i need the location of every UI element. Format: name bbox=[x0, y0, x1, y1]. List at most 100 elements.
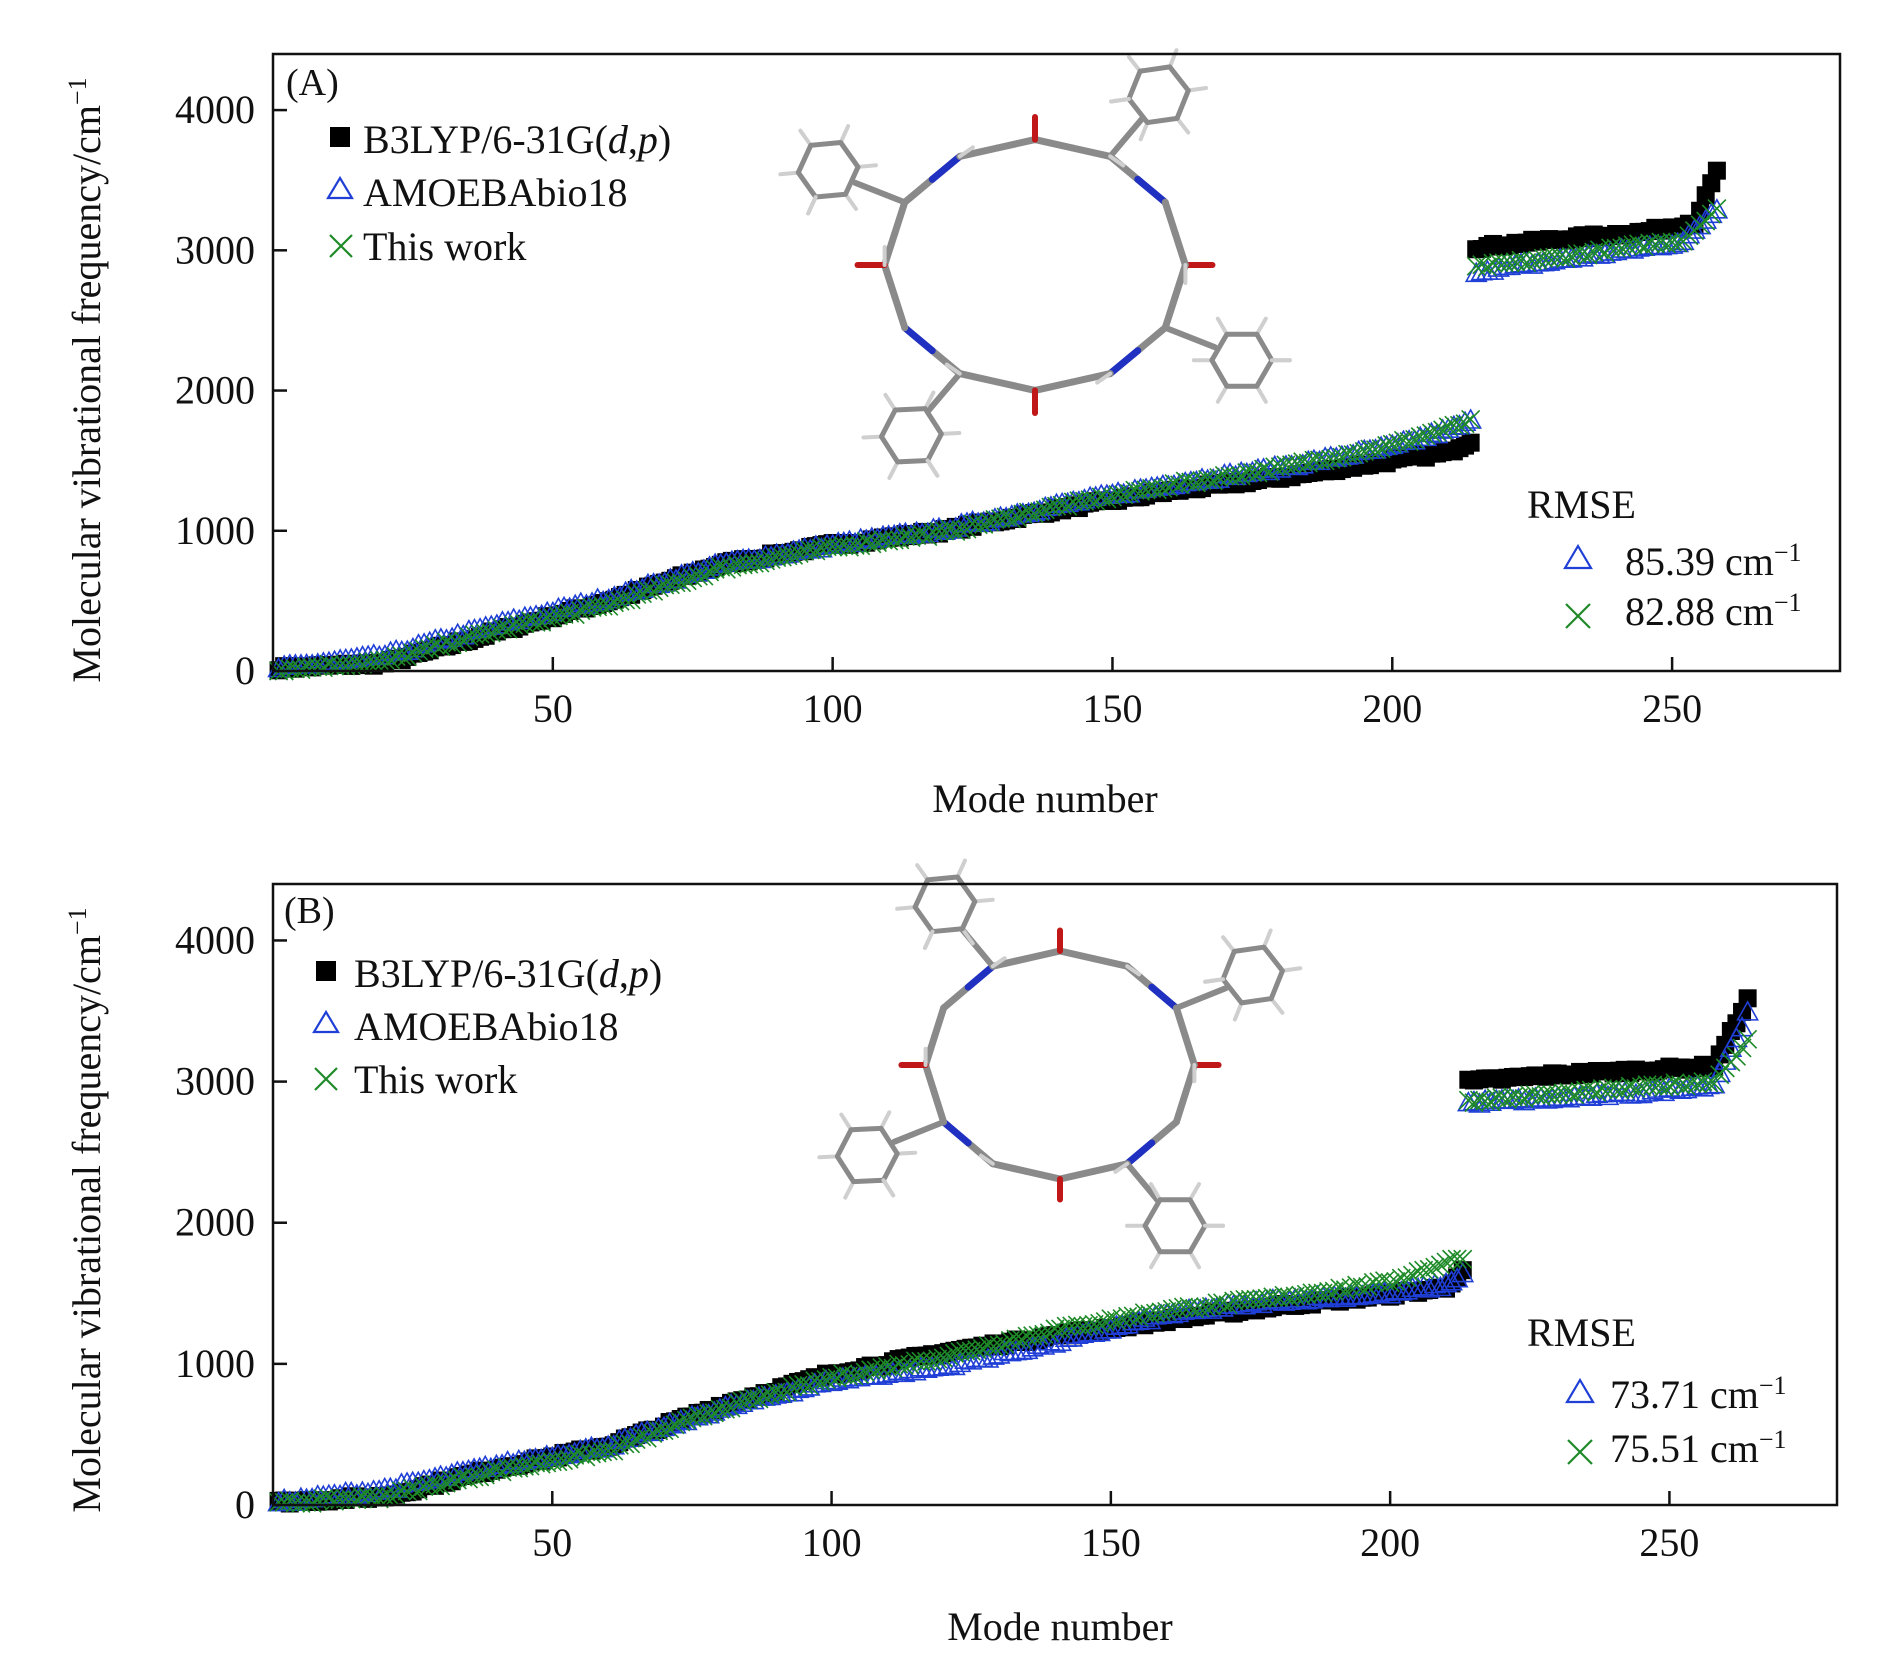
marker-cross bbox=[849, 1364, 870, 1385]
marker-triangle bbox=[1708, 1061, 1732, 1083]
marker-cross bbox=[693, 1406, 713, 1426]
marker-cross bbox=[514, 1456, 534, 1476]
panel-a-x-tick-label: 150 bbox=[1082, 686, 1142, 731]
bond bbox=[1254, 384, 1268, 404]
marker-cross bbox=[995, 1334, 1015, 1354]
marker-cross bbox=[1643, 1075, 1663, 1095]
marker-triangle bbox=[1699, 202, 1723, 224]
bond bbox=[956, 370, 1001, 386]
marker-cross bbox=[699, 562, 720, 582]
marker-cross bbox=[1455, 414, 1475, 434]
legend-b-ref-label: B3LYP/6-31G(d,p) bbox=[354, 951, 662, 996]
marker-triangle bbox=[1730, 1016, 1754, 1037]
bond bbox=[879, 1110, 892, 1131]
legend-b-thiswork-marker bbox=[314, 1067, 338, 1091]
marker-cross bbox=[1170, 475, 1190, 495]
marker-cross bbox=[1186, 473, 1206, 493]
marker-cross bbox=[1447, 1249, 1467, 1269]
marker-cross bbox=[620, 1434, 641, 1454]
marker-cross bbox=[1226, 466, 1246, 486]
marker-cross bbox=[1291, 1285, 1311, 1305]
marker-cross bbox=[1461, 409, 1481, 429]
bond bbox=[993, 136, 1039, 152]
bond bbox=[1162, 324, 1218, 351]
panel-b-series-thiswork bbox=[269, 1029, 1758, 1513]
molecule-b-sticks bbox=[817, 858, 1303, 1270]
bond bbox=[892, 406, 928, 413]
marker-cross bbox=[638, 580, 658, 600]
marker-cross bbox=[687, 1406, 708, 1426]
legend-b-amoeba-marker bbox=[312, 1009, 340, 1034]
panel-b-ylabel: Molecular vibrational frequency/cm−1 bbox=[63, 907, 109, 1512]
bond bbox=[1188, 1182, 1202, 1202]
marker-cross bbox=[1028, 1325, 1048, 1345]
bond bbox=[978, 1153, 995, 1166]
marker-cross bbox=[431, 1476, 451, 1496]
bond bbox=[878, 1125, 900, 1157]
bond bbox=[1269, 996, 1285, 1015]
marker-cross bbox=[1380, 1273, 1400, 1293]
marker-cross bbox=[1052, 495, 1072, 515]
marker-cross bbox=[961, 1341, 981, 1361]
marker-cross bbox=[732, 1391, 752, 1411]
panel-a-x-tick-label: 50 bbox=[533, 686, 573, 731]
marker-triangle bbox=[1429, 1275, 1452, 1297]
bond bbox=[834, 1127, 854, 1159]
panel-b-y-tick-label: 1000 bbox=[175, 1341, 255, 1386]
marker-cross bbox=[1726, 1046, 1747, 1066]
bond bbox=[1215, 316, 1229, 337]
panel-b-y-ticks: 0 1000 2000 3000 4000 bbox=[175, 917, 287, 1527]
marker-cross bbox=[425, 635, 445, 655]
bond bbox=[1220, 948, 1237, 982]
marker-cross bbox=[308, 657, 328, 677]
marker-cross bbox=[1254, 459, 1274, 479]
bond bbox=[843, 1179, 856, 1200]
bond bbox=[1167, 64, 1191, 94]
marker-cross bbox=[1382, 434, 1402, 454]
marker-cross bbox=[1365, 440, 1386, 460]
panel-b-xlabel: Mode number bbox=[947, 1604, 1173, 1649]
marker-cross bbox=[632, 583, 652, 604]
marker-cross bbox=[1140, 1304, 1160, 1324]
panel-a-x-ticks: 50 100 150 200 250 bbox=[533, 657, 1702, 731]
bond bbox=[964, 962, 997, 991]
marker-cross bbox=[1509, 1088, 1529, 1108]
marker-cross bbox=[436, 1473, 456, 1493]
marker-cross bbox=[459, 626, 479, 647]
bond bbox=[883, 392, 898, 413]
marker-cross bbox=[1349, 443, 1369, 463]
bond bbox=[881, 1178, 896, 1198]
marker-triangle bbox=[479, 614, 503, 635]
bond bbox=[806, 195, 818, 216]
marker-cross bbox=[1035, 500, 1055, 520]
bond bbox=[851, 1177, 886, 1185]
bond bbox=[1173, 985, 1229, 1011]
marker-cross bbox=[749, 1389, 769, 1409]
panel-a: Molecular vibrational frequency/cm−1 0 10… bbox=[63, 48, 1842, 821]
marker-triangle bbox=[1306, 1284, 1329, 1306]
marker-cross bbox=[877, 1356, 897, 1377]
marker-cross bbox=[688, 566, 708, 586]
marker-cross bbox=[727, 1392, 747, 1412]
marker-cross bbox=[1386, 1271, 1406, 1292]
panel-b-y-tick-label: 4000 bbox=[175, 917, 255, 962]
marker-cross bbox=[1151, 1302, 1171, 1322]
panel-a-x-tick-label: 200 bbox=[1362, 686, 1422, 731]
bond bbox=[1134, 324, 1169, 355]
marker-cross bbox=[794, 1374, 814, 1394]
marker-cross bbox=[553, 1450, 574, 1471]
marker-cross bbox=[649, 578, 669, 598]
bond bbox=[1142, 1223, 1163, 1255]
bond bbox=[1138, 120, 1150, 142]
marker-cross bbox=[386, 1485, 406, 1505]
bond bbox=[923, 390, 936, 411]
bond bbox=[901, 324, 936, 355]
marker-triangle bbox=[1049, 1330, 1072, 1352]
marker-triangle bbox=[1683, 218, 1706, 239]
marker-cross bbox=[782, 1377, 803, 1397]
bond bbox=[1172, 1090, 1189, 1126]
bond bbox=[843, 192, 858, 211]
bond bbox=[795, 142, 814, 176]
marker-cross bbox=[643, 1423, 663, 1444]
marker-cross bbox=[1084, 1314, 1104, 1334]
